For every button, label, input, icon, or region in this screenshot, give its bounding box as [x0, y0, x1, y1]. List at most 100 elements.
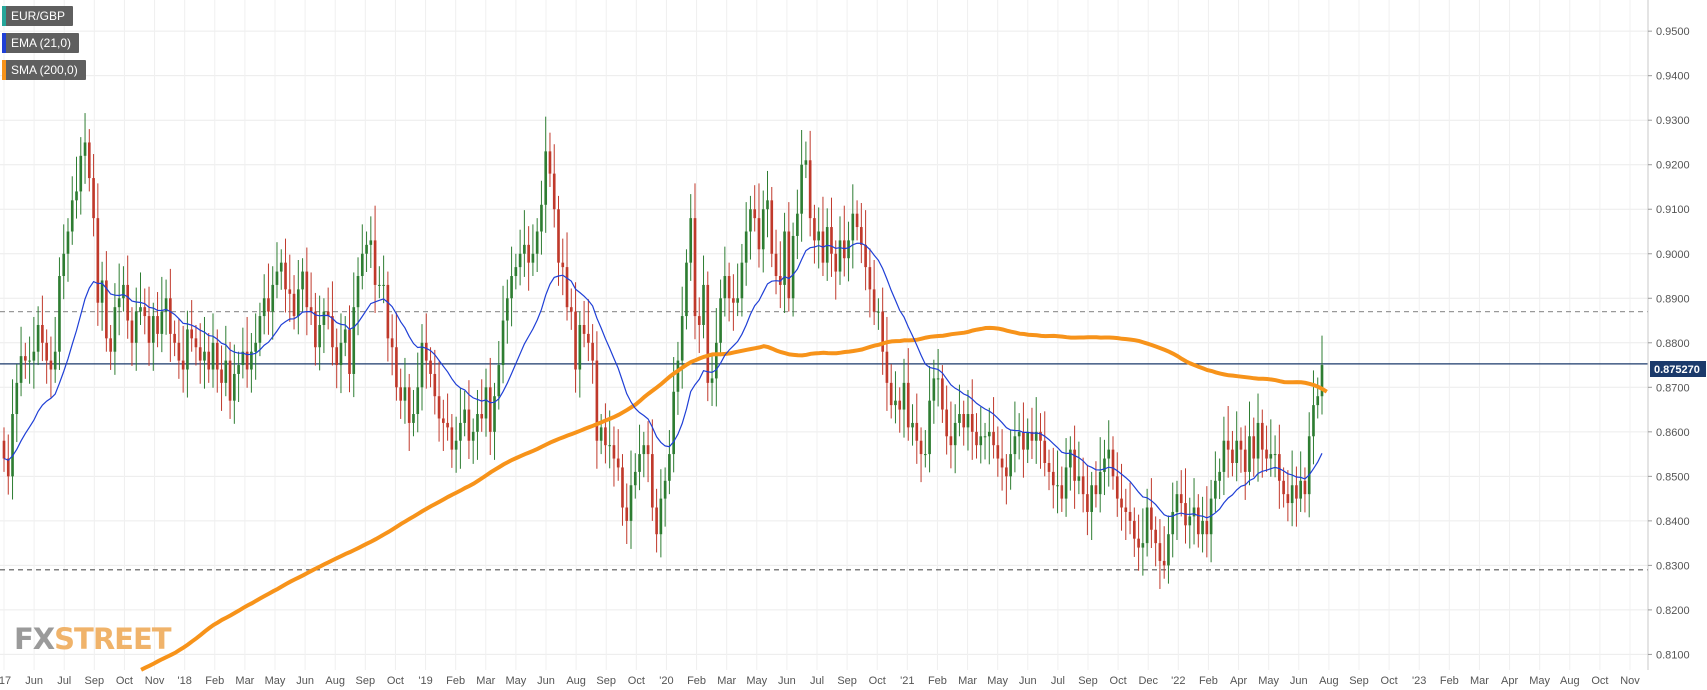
candle-body — [28, 360, 31, 362]
candle-body — [254, 342, 257, 352]
candle-body — [416, 387, 420, 415]
candle-body — [100, 280, 104, 303]
x-tick-label: Nov — [1620, 675, 1640, 687]
candle-body — [557, 209, 560, 263]
y-tick-label: 0.9500 — [1656, 26, 1690, 38]
candle-body — [1269, 454, 1273, 459]
candle-body — [855, 213, 859, 228]
candle-body — [813, 218, 816, 241]
x-tick-label: '18 — [177, 675, 191, 687]
candle-body — [1069, 449, 1072, 468]
candle-body — [1192, 507, 1196, 517]
candle-body — [386, 284, 390, 339]
candle-body — [894, 400, 897, 406]
x-tick-label: Oct — [116, 675, 133, 687]
candle-body — [36, 324, 40, 352]
candle-body — [565, 267, 569, 308]
candle-body — [1133, 520, 1136, 539]
y-tick-label: 0.8700 — [1656, 382, 1690, 394]
candle-body — [983, 436, 987, 438]
candle-body — [1086, 494, 1089, 512]
candles — [2, 113, 1324, 589]
x-tick-label: Sep — [1078, 675, 1098, 687]
candle-body — [710, 378, 714, 383]
candle-body — [548, 151, 552, 174]
candle-body — [1278, 454, 1281, 481]
candle-body — [791, 235, 795, 299]
candle-body — [305, 271, 309, 308]
candle-body — [11, 414, 14, 477]
candle-body — [945, 409, 948, 437]
x-tick-label: Oct — [387, 675, 404, 687]
candle-body — [535, 231, 539, 254]
candle-body — [749, 209, 752, 232]
candle-body — [1299, 480, 1302, 499]
candle-body — [233, 373, 236, 401]
candle-body — [1141, 543, 1145, 548]
candle-body — [186, 329, 189, 370]
x-tick-label: Oct — [1110, 675, 1127, 687]
x-tick-label: Feb — [928, 675, 947, 687]
candle-body — [15, 382, 19, 415]
candle-body — [318, 324, 321, 348]
candle-body — [348, 329, 351, 374]
candle-body — [1231, 449, 1234, 463]
y-tick-label: 0.9200 — [1656, 160, 1690, 172]
candle-body — [122, 284, 125, 299]
candle-body — [578, 324, 582, 370]
candle-body — [1056, 485, 1059, 487]
x-tick-label: Mar — [235, 675, 254, 687]
legend-sma-label: SMA (200,0) — [11, 63, 78, 77]
x-tick-label: '17 — [0, 675, 11, 687]
x-tick-label: Nov — [145, 675, 165, 687]
candle-body — [420, 342, 424, 388]
candle-body — [638, 454, 641, 472]
candle-body — [105, 280, 108, 339]
candle-body — [288, 289, 292, 294]
candle-body — [714, 342, 718, 379]
candle-body — [1120, 498, 1123, 508]
y-tick-label: 0.9300 — [1656, 115, 1690, 127]
candle-body — [1260, 422, 1264, 450]
x-tick-label: Jul — [810, 675, 824, 687]
legend-ema[interactable]: EMA (21,0) — [2, 33, 80, 53]
candle-body — [215, 342, 219, 370]
candle-body — [574, 311, 577, 370]
candle-body — [505, 298, 509, 321]
candle-body — [1145, 507, 1149, 544]
candle-body — [761, 209, 765, 250]
candle-body — [744, 231, 748, 263]
candle-body — [1282, 480, 1285, 495]
legend-eurgbp[interactable]: EUR/GBP — [2, 6, 74, 26]
candle-body — [1039, 431, 1042, 441]
candle-body — [949, 436, 953, 446]
candle-body — [928, 400, 931, 455]
candle-body — [279, 262, 283, 272]
candle-body — [1239, 440, 1243, 450]
legend-sma[interactable]: SMA (200,0) — [2, 60, 86, 80]
candle-body — [766, 200, 769, 210]
candle-body — [979, 436, 983, 446]
candle-body — [92, 178, 95, 219]
candle-body — [437, 396, 441, 419]
current-price-tag: 0.875270 — [1650, 361, 1706, 377]
candle-body — [587, 333, 590, 343]
candle-body — [1248, 436, 1251, 472]
x-tick-label: Oct — [628, 675, 645, 687]
logo-street: STREET — [54, 622, 171, 656]
candle-body — [770, 200, 774, 254]
x-tick-label: Jul — [57, 675, 71, 687]
y-tick-label: 0.9000 — [1656, 249, 1690, 261]
y-tick-label: 0.9100 — [1656, 204, 1690, 216]
candle-body — [2, 440, 6, 459]
candle-body — [561, 262, 565, 268]
candle-body — [672, 391, 675, 455]
candle-body — [1124, 507, 1128, 512]
x-tick-label: May — [1258, 675, 1279, 687]
x-tick-label: May — [505, 675, 526, 687]
candle-body — [450, 427, 454, 450]
candle-body — [429, 360, 432, 374]
y-tick-label: 0.8400 — [1656, 516, 1690, 528]
candle-body — [467, 409, 471, 441]
